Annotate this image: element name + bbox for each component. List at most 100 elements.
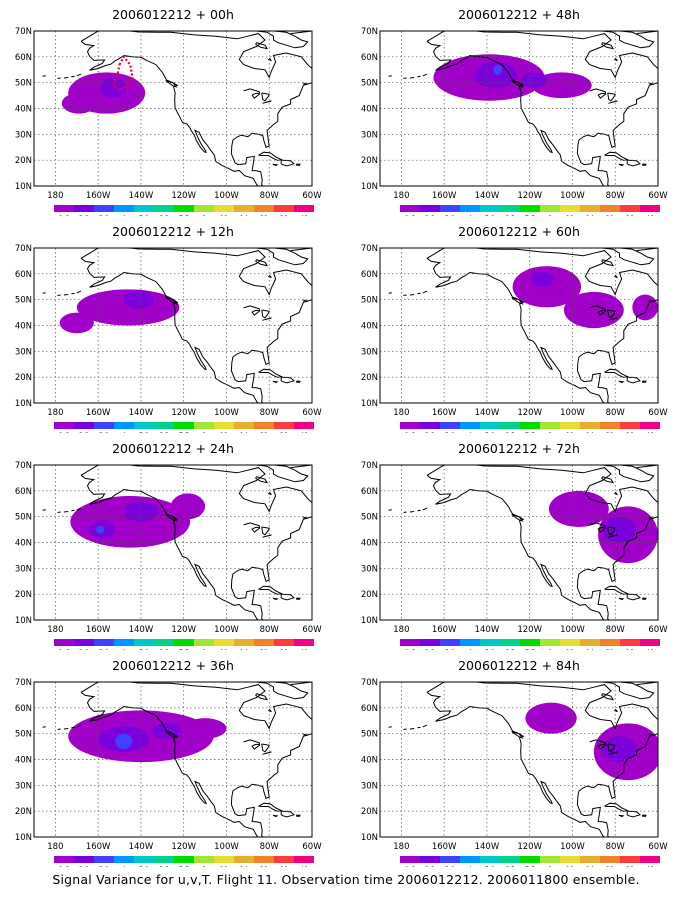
lat-tick-label: 30N xyxy=(15,781,32,791)
panel-12h: 2006012212 + 12h 70N 60N 50N 40N 30N 20N 10N 18… xyxy=(0,217,346,433)
lon-tick-label: 120W xyxy=(171,408,196,418)
lon-tick-label: 140W xyxy=(475,191,500,201)
color-bar-swatch xyxy=(640,856,660,863)
color-bar-label: 3.1 xyxy=(445,214,455,216)
color-bar-label: 21 xyxy=(260,431,268,433)
color-bar-swatch xyxy=(274,205,294,212)
color-bar-swatch xyxy=(480,856,500,863)
map-72h: 70N 60N 50N 40N 30N 20N 10N 180 160W 140W 120W 100W… xyxy=(361,461,668,650)
lon-tick-label: 120W xyxy=(171,625,196,635)
lat-tick-label: 50N xyxy=(361,730,378,740)
color-bar-swatch xyxy=(194,205,214,212)
lat-tick-label: 70N xyxy=(361,461,378,471)
color-bar-swatch xyxy=(214,856,234,863)
lon-tick-label: 140W xyxy=(129,625,154,635)
color-bar-swatch xyxy=(400,856,420,863)
lon-tick-label: 100W xyxy=(214,625,239,635)
variance-blob xyxy=(115,733,133,750)
variance-field xyxy=(59,289,180,334)
lon-tick-label: 180 xyxy=(393,408,409,418)
color-bar-label: 21 xyxy=(606,648,614,650)
color-bar-label: 21 xyxy=(606,865,614,867)
color-bar-label: 3.1 xyxy=(99,865,109,867)
color-bar-swatch xyxy=(174,856,194,863)
lon-tick-label: 180 xyxy=(47,408,63,418)
lat-tick-label: 60N xyxy=(15,487,32,497)
lat-tick-label: 10N xyxy=(15,833,32,843)
variance-field xyxy=(433,54,592,101)
lat-tick-label: 40N xyxy=(361,105,378,115)
panel-title: 2006012212 + 48h xyxy=(458,7,580,22)
panel-00h: 2006012212 + 00h 70N 60N 50N 40N 30N 20N 10N 18… xyxy=(0,0,346,216)
variance-blob xyxy=(123,501,159,522)
lat-tick-label: 60N xyxy=(361,53,378,63)
variance-blob xyxy=(183,718,227,739)
color-bar-swatch xyxy=(600,639,620,646)
color-bar-swatch xyxy=(460,856,480,863)
color-bar-swatch xyxy=(580,422,600,429)
color-bar-label: 9 xyxy=(202,865,206,867)
lat-tick-label: 30N xyxy=(361,564,378,574)
color-bar-swatch xyxy=(460,422,480,429)
color-bar-label: 5.1 xyxy=(485,431,495,433)
gridlines xyxy=(380,682,658,837)
color-bar-swatch xyxy=(154,205,174,212)
color-bar-swatch xyxy=(620,639,640,646)
lon-tick-label: 180 xyxy=(47,625,63,635)
panel-36h: 2006012212 + 36h 70N 60N 50N 40N 30N 20N 10N 18… xyxy=(0,651,346,867)
color-bar-label: 1.6 xyxy=(405,214,415,216)
color-bar-label: 6.3 xyxy=(505,648,515,650)
color-bar: 1.6 2.2 3.1 4 5.1 6.3 7.5 9 11 14 21 29 40 xyxy=(54,639,314,650)
variance-blob xyxy=(474,61,517,88)
color-bar-label: 1.6 xyxy=(59,648,69,650)
lat-tick-label: 10N xyxy=(361,182,378,192)
panel-title: 2006012212 + 24h xyxy=(112,441,234,456)
lon-tick-label: 120W xyxy=(171,842,196,852)
gridlines xyxy=(34,682,312,837)
color-bar-swatch xyxy=(54,422,74,429)
color-bar-swatch xyxy=(234,422,254,429)
color-bar-label: 7.5 xyxy=(179,431,189,433)
lat-tick-label: 30N xyxy=(361,130,378,140)
lat-tick-label: 40N xyxy=(15,322,32,332)
panel-48h: 2006012212 + 48h 70N 60N 50N 40N 30N 20N 10N 18… xyxy=(346,0,692,216)
color-bar-label: 21 xyxy=(606,431,614,433)
lon-tick-label: 160W xyxy=(86,191,111,201)
panel-title: 2006012212 + 72h xyxy=(458,441,580,456)
color-bar-swatch xyxy=(540,639,560,646)
color-bar-swatch xyxy=(274,639,294,646)
lat-tick-label: 70N xyxy=(15,244,32,254)
map-frame xyxy=(379,681,659,838)
color-bar-label: 1.6 xyxy=(405,431,415,433)
lat-tick-label: 10N xyxy=(361,833,378,843)
color-bar: 1.6 2.2 3.1 4 5.1 6.3 7.5 9 11 14 21 29 40 xyxy=(400,205,660,216)
color-bar-label: 2.2 xyxy=(425,648,435,650)
color-bar-swatch xyxy=(620,422,640,429)
color-bar-swatch xyxy=(254,856,274,863)
lon-tick-label: 160W xyxy=(86,408,111,418)
color-bar-swatch xyxy=(600,422,620,429)
color-bar-swatch xyxy=(440,639,460,646)
lat-tick-label: 20N xyxy=(15,373,32,383)
map-frame xyxy=(33,681,313,838)
panel-title: 2006012212 + 00h xyxy=(112,7,234,22)
lon-tick-label: 100W xyxy=(560,191,585,201)
panel-title: 2006012212 + 84h xyxy=(458,658,580,673)
color-bar-label: 4 xyxy=(468,648,472,650)
lat-tick-label: 30N xyxy=(15,347,32,357)
lon-tick-label: 120W xyxy=(517,625,542,635)
color-bar-label: 11 xyxy=(220,865,228,867)
color-bar-label: 29 xyxy=(626,865,634,867)
color-bar-label: 6.3 xyxy=(505,214,515,216)
color-bar-swatch xyxy=(54,639,74,646)
color-bar-swatch xyxy=(294,856,314,863)
color-bar-label: 1.6 xyxy=(405,648,415,650)
variance-blob xyxy=(96,525,105,534)
color-bar-swatch xyxy=(134,639,154,646)
color-bar-swatch xyxy=(520,205,540,212)
color-bar-label: 1.6 xyxy=(59,865,69,867)
color-bar-swatch xyxy=(154,422,174,429)
color-bar-swatch xyxy=(274,422,294,429)
color-bar-label: 4 xyxy=(122,648,126,650)
map-36h: 70N 60N 50N 40N 30N 20N 10N 180 160W 140W 120W 100W… xyxy=(15,678,322,867)
